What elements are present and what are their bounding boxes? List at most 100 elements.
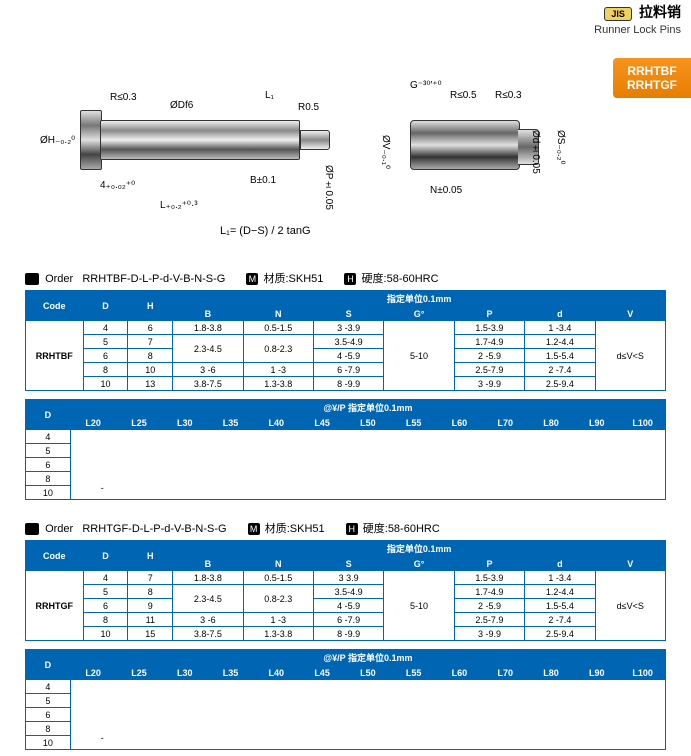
table-cell: 2.5-9.4 xyxy=(525,377,595,391)
table-cell: 13 xyxy=(128,377,173,391)
col-d: D xyxy=(83,291,128,321)
length-header: L55 xyxy=(391,416,437,430)
table-cell: 2 -7.4 xyxy=(525,363,595,377)
table-cell: 3.5-4.9 xyxy=(313,335,383,349)
table-cell: d≤V<S xyxy=(595,321,665,391)
length-header: L25 xyxy=(116,666,162,680)
table-cell: 5 xyxy=(83,585,128,599)
table-cell: 2.3-4.5 xyxy=(173,335,243,363)
length-header: L80 xyxy=(528,416,574,430)
table-cell: 3 3.9 xyxy=(313,571,383,585)
length-header: L70 xyxy=(482,666,528,680)
mat-value: SKH51 xyxy=(290,523,325,535)
col-p: P xyxy=(454,557,524,571)
table-cell: 0.5-1.5 xyxy=(243,571,313,585)
table-cell: 1.3-3.8 xyxy=(243,627,313,641)
dim-l1: L₁ xyxy=(265,90,274,101)
table-cell: 3 -6 xyxy=(173,613,243,627)
pin-head xyxy=(80,110,102,170)
table-cell: 3.5-4.9 xyxy=(313,585,383,599)
table-cell: 2 -5.9 xyxy=(454,599,524,613)
table-cell: 9 xyxy=(128,599,173,613)
table-cell: 10 xyxy=(128,363,173,377)
jis-icon: JIS xyxy=(604,7,632,21)
length-header: L20 xyxy=(70,416,116,430)
table-cell: 2.5-7.9 xyxy=(454,363,524,377)
table-cell: 2.5-7.9 xyxy=(454,613,524,627)
spec-table-1: Code D H 指定单位0.1mm B N S G° P d V RRHTBF… xyxy=(25,290,666,391)
mat-value: SKH51 xyxy=(289,273,324,285)
table-cell: 6 xyxy=(83,599,128,613)
order-code: RRHTBF-D-L-P-d-V-B-N-S-G xyxy=(82,273,225,285)
dim-s02: ØS₋₀.₂⁰ xyxy=(555,130,566,165)
order-line-2: Order RRHTGF-D-L-P-d-V-B-N-S-G M 材质:SKH5… xyxy=(25,520,666,536)
length-header: L70 xyxy=(482,416,528,430)
price-d-col: D xyxy=(26,400,71,430)
col-s: S xyxy=(313,557,383,571)
table-cell: 6 -7.9 xyxy=(313,363,383,377)
length-header: L55 xyxy=(391,666,437,680)
table-cell: 8 xyxy=(83,613,128,627)
dim-d005: Ød±0.05 xyxy=(530,130,541,174)
technical-diagram: R≤0.3 ØDf6 L₁ R0.5 ØH₋₀.₂⁰ 4₊₀.₀₂⁺⁰ L₊₀.… xyxy=(40,60,651,250)
table-cell: 3.8-7.5 xyxy=(173,377,243,391)
col-dd: d xyxy=(525,557,595,571)
col-v: V xyxy=(595,557,665,571)
table-cell: 0.8-2.3 xyxy=(243,335,313,363)
table-cell: 1.3-3.8 xyxy=(243,377,313,391)
h-icon: H xyxy=(346,523,358,535)
table-cell: 8 xyxy=(128,585,173,599)
length-header: L50 xyxy=(345,666,391,680)
table-cell: 6 xyxy=(26,458,71,472)
m-icon: M xyxy=(246,273,258,285)
table-cell: 1.8-3.8 xyxy=(173,571,243,585)
header: JIS 拉料销 Runner Lock Pins xyxy=(0,0,691,50)
price-table-2: D @¥/P 指定单位0.1mm L20L25L30L35L40L45L50L5… xyxy=(25,649,666,750)
table-cell: 10 xyxy=(26,736,71,750)
table-cell: 1.5-5.4 xyxy=(525,599,595,613)
mat-label: 材质: xyxy=(263,273,288,285)
order-prefix: Order xyxy=(45,273,73,285)
price-header: @¥/P 指定单位0.1mm xyxy=(70,400,665,416)
table-cell: 4 -5.9 xyxy=(313,349,383,363)
col-s: S xyxy=(313,307,383,321)
table-cell: 1.2-4.4 xyxy=(525,585,595,599)
dash-cell: - xyxy=(70,680,665,750)
code-cell: RRHTGF xyxy=(26,571,84,641)
table-cell: 2 -5.9 xyxy=(454,349,524,363)
table-cell: 6 xyxy=(128,321,173,335)
length-header: L35 xyxy=(208,416,254,430)
title-block: JIS 拉料销 Runner Lock Pins xyxy=(594,2,681,36)
dim-lplus: L₊₀.₂⁺⁰·³ xyxy=(160,200,198,211)
table-cell: 5 xyxy=(26,694,71,708)
length-header: L35 xyxy=(208,666,254,680)
col-code: Code xyxy=(26,541,84,571)
unit-header: 指定单位0.1mm xyxy=(173,541,666,557)
pin-tip xyxy=(300,130,330,150)
table-cell: 10 xyxy=(83,377,128,391)
order-line-1: Order RRHTBF-D-L-P-d-V-B-N-S-G M 材质:SKH5… xyxy=(25,270,666,286)
spec-table-2: Code D H 指定单位0.1mm B N S G° P d V RRHTGF… xyxy=(25,540,666,641)
table-cell: 4 xyxy=(83,321,128,335)
table-cell: 6 -7.9 xyxy=(313,613,383,627)
dim-r3: R≤0.3 xyxy=(495,90,522,101)
length-header: L100 xyxy=(620,416,666,430)
col-code: Code xyxy=(26,291,84,321)
table-cell: 7 xyxy=(128,335,173,349)
table-cell: 1.5-3.9 xyxy=(454,571,524,585)
table-cell: 3 -9.9 xyxy=(454,377,524,391)
table-cell: 2.5-9.4 xyxy=(525,627,595,641)
length-header: L25 xyxy=(116,416,162,430)
dash-cell: - xyxy=(70,430,665,500)
pin-body xyxy=(100,120,300,160)
unit-header: 指定单位0.1mm xyxy=(173,291,666,307)
table-cell: 8 xyxy=(83,363,128,377)
table-cell: 8 -9.9 xyxy=(313,627,383,641)
table-cell: 10 xyxy=(26,486,71,500)
col-d: D xyxy=(83,541,128,571)
col-b: B xyxy=(173,557,243,571)
table-cell: 1 -3.4 xyxy=(525,571,595,585)
col-n: N xyxy=(243,307,313,321)
table-cell: 4 xyxy=(83,571,128,585)
dim-4plus: 4₊₀.₀₂⁺⁰ xyxy=(100,180,135,191)
